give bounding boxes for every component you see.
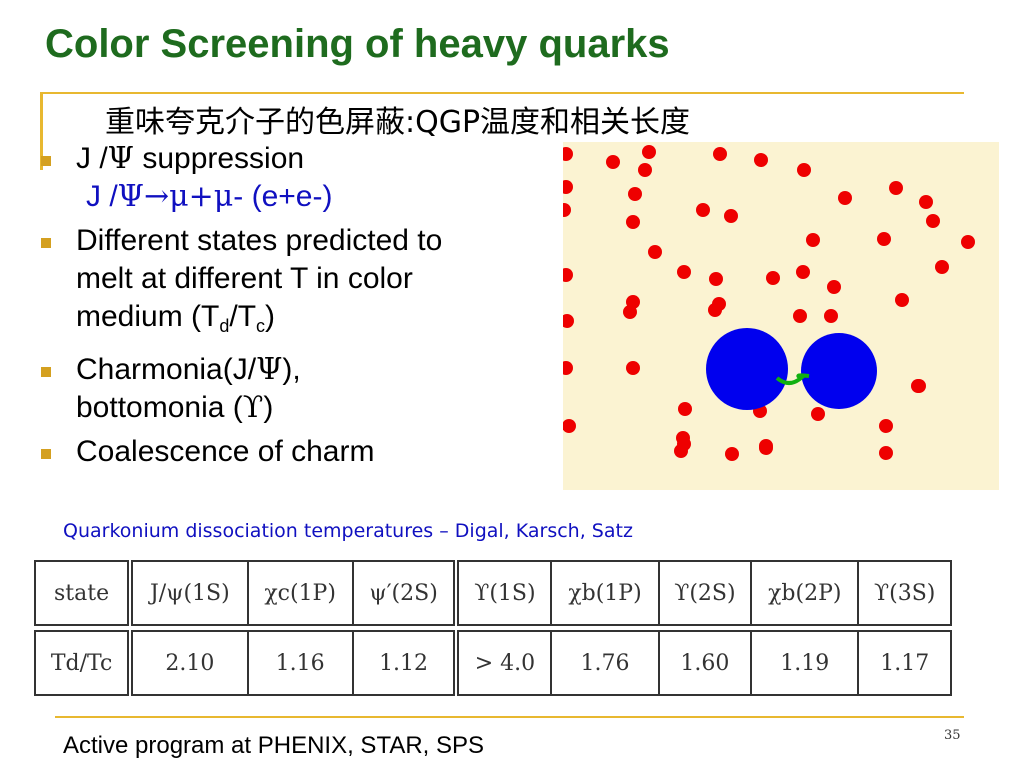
gluon-string xyxy=(775,373,810,385)
bullet-square-icon xyxy=(41,449,51,459)
bullet-list: J /Ψ suppression J /Ψ→μ+μ- (e+e-) Differ… xyxy=(38,140,558,477)
table-row: Td/Tc 2.10 1.16 1.12 > 4.0 1.76 1.60 1.1… xyxy=(33,630,952,696)
screening-illustration xyxy=(563,142,999,490)
table-row-label: Td/Tc xyxy=(33,630,134,696)
heavy-quark-left xyxy=(706,328,788,410)
slide-title: Color Screening of heavy quarks xyxy=(45,22,670,66)
table-cell: 1.16 xyxy=(246,630,354,696)
table-header-cell: ϒ(2S) xyxy=(657,560,753,626)
bullet-item-coalescence: Coalescence of charm xyxy=(38,433,558,471)
table-caption: Quarkonium dissociation temperatures – D… xyxy=(63,520,633,542)
bullet-item-jpsi: J /Ψ suppression J /Ψ→μ+μ- (e+e-) xyxy=(38,140,558,216)
bullet-subline-decay: J /Ψ→μ+μ- (e+e-) xyxy=(86,179,333,214)
bullet-item-states: Different states predicted to melt at di… xyxy=(38,222,558,345)
bullet-square-icon xyxy=(41,367,51,377)
table-header-cell: χc(1P) xyxy=(246,560,354,626)
table-cell: 1.19 xyxy=(750,630,860,696)
table-header-row: state J/ψ(1S) χc(1P) ψ′(2S) ϒ(1S) χb(1P)… xyxy=(33,560,952,626)
accent-bar xyxy=(40,92,43,170)
footer-divider xyxy=(55,716,964,718)
footer-text: Active program at PHENIX, STAR, SPS xyxy=(63,732,485,759)
color-charge-dots xyxy=(563,145,975,461)
table-header-cell: J/ψ(1S) xyxy=(129,560,249,626)
bullet-square-icon xyxy=(41,156,51,166)
table-cell: 1.17 xyxy=(857,630,952,696)
table-header-cell: χb(2P) xyxy=(750,560,860,626)
table-header-cell: ψ′(2S) xyxy=(351,560,460,626)
table-cell: 1.60 xyxy=(657,630,753,696)
table-cell: > 4.0 xyxy=(455,630,553,696)
page-number: 35 xyxy=(944,728,961,743)
table-header-cell: ϒ(1S) xyxy=(455,560,553,626)
table-cell: 1.12 xyxy=(351,630,460,696)
dissociation-table: state J/ψ(1S) χc(1P) ψ′(2S) ϒ(1S) χb(1P)… xyxy=(33,560,952,696)
slide-subtitle: 重味夸克介子的色屏蔽:QGP温度和相关长度 xyxy=(105,105,691,140)
table-header-cell: χb(1P) xyxy=(550,560,660,626)
bullet-square-icon xyxy=(41,238,51,248)
screening-svg xyxy=(563,145,975,461)
heavy-quark-right xyxy=(801,333,877,409)
table-header-cell: ϒ(3S) xyxy=(857,560,952,626)
table-cell: 1.76 xyxy=(550,630,660,696)
accent-line xyxy=(40,92,964,94)
bullet-item-charmonia: Charmonia(J/Ψ), bottomonia (ϒ) xyxy=(38,351,558,427)
table-cell: 2.10 xyxy=(129,630,249,696)
table-header-cell: state xyxy=(33,560,134,626)
